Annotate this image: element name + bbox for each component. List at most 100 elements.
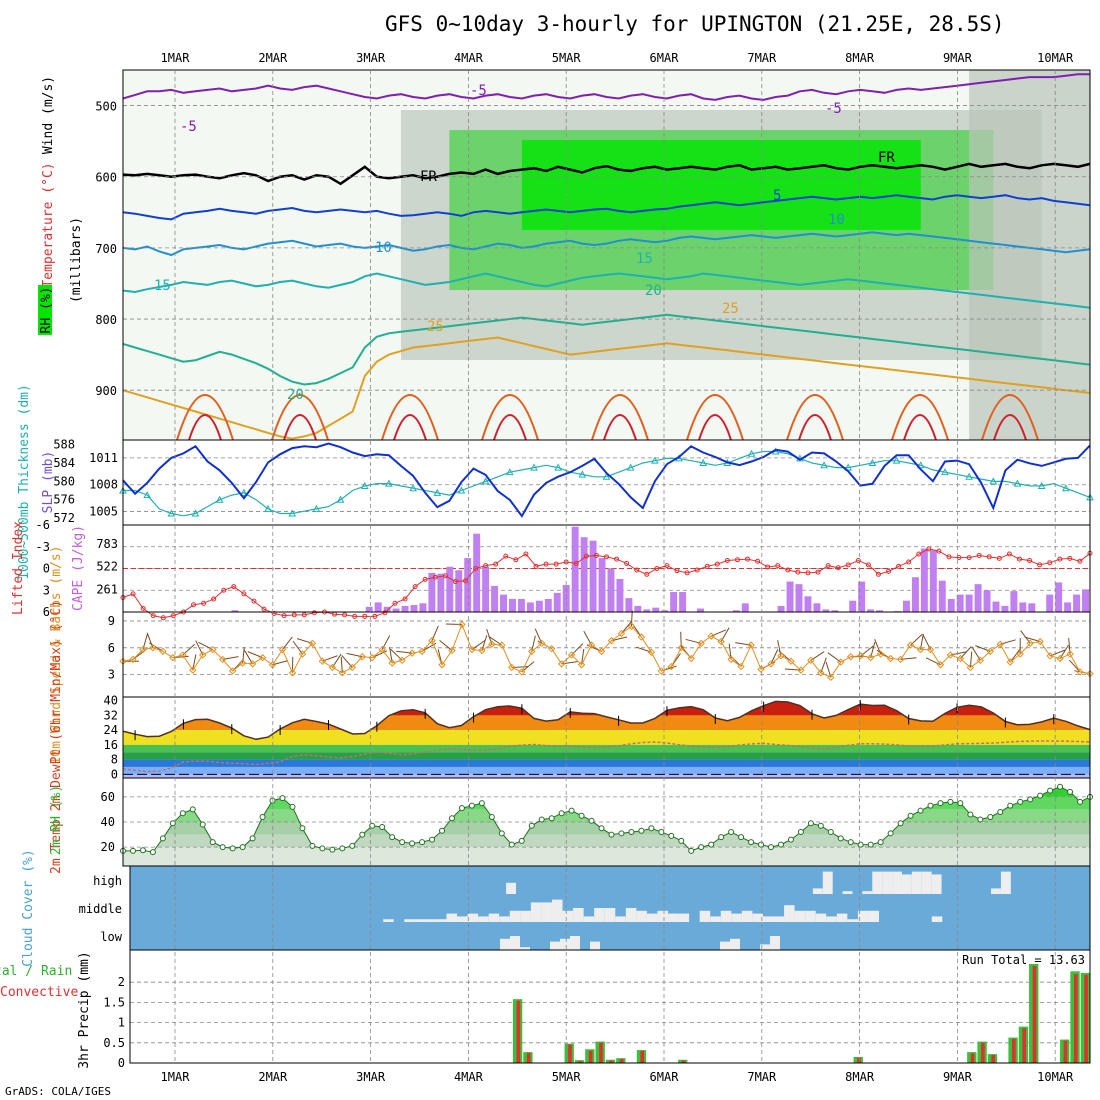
wind-barb — [860, 645, 874, 657]
date-label-top: 6MAR — [650, 51, 680, 65]
contour-temp-30-2 — [381, 394, 439, 441]
pressure-axis-label: (millibars) — [69, 217, 84, 303]
rh-point — [907, 812, 914, 819]
cloud-level-high: high — [93, 874, 122, 888]
precip-convective-bar — [1032, 966, 1037, 1063]
wind-speed-point — [288, 669, 297, 677]
li-tick--6: -6 — [36, 518, 50, 532]
rh-point — [528, 822, 535, 829]
lifted-index-point — [342, 612, 348, 618]
cloud-middle-cell — [615, 916, 626, 922]
thickness-marker — [916, 461, 925, 469]
wind-speed-point — [787, 657, 795, 665]
precip-convective-bar — [588, 1050, 593, 1063]
lifted-index-point — [1006, 551, 1012, 557]
wind-speed-point — [338, 669, 347, 677]
contour-label-8: 15 — [636, 251, 653, 267]
rh-point — [767, 844, 774, 851]
date-label-top: 8MAR — [845, 51, 875, 65]
rh-point — [169, 820, 176, 827]
cloud-axis-label: Cloud Cover (%) — [21, 849, 36, 966]
rh-point — [1077, 798, 1084, 805]
cape-bar — [231, 610, 239, 612]
cape-bar — [679, 591, 687, 612]
wind-speed-point — [1066, 650, 1074, 658]
lifted-index-point — [865, 562, 871, 568]
rh-point — [129, 847, 136, 854]
date-label-bottom: 2MAR — [258, 1070, 288, 1084]
pressure-tick-900: 900 — [95, 384, 117, 398]
thickness-line — [123, 450, 1091, 517]
rh-tick-60: 60 — [101, 790, 115, 804]
rh-point — [419, 839, 426, 846]
date-label-top: 3MAR — [356, 51, 386, 65]
lifted-index-point — [604, 554, 609, 560]
rh-point — [478, 800, 485, 807]
wind-speed-point — [996, 640, 1004, 648]
wind-speed-point — [298, 650, 307, 658]
lifted-index-point — [352, 613, 358, 619]
cape-bar — [849, 600, 857, 612]
cloud-middle-cell — [857, 910, 869, 922]
thickness-tick-576: 576 — [53, 493, 75, 507]
cloud-middle-cell — [720, 910, 732, 922]
dewpoint-line — [122, 740, 1091, 773]
wind-barb — [390, 648, 403, 661]
wind-speed-point — [567, 651, 576, 659]
cape-bar — [553, 592, 561, 612]
wind-speed-point — [199, 651, 207, 659]
lifted-index-point — [795, 569, 801, 575]
precip-convective-bar — [599, 1042, 603, 1063]
wind-speed-point — [478, 646, 486, 655]
cape-bar — [535, 600, 543, 612]
precip-axis-label: 3hr Precip (mm) — [77, 951, 92, 1068]
rh-point — [558, 810, 565, 817]
rh-point — [837, 835, 844, 842]
rh-band-3 — [123, 822, 1090, 835]
precip-convective-bar — [1012, 1038, 1016, 1063]
li-tick--3: -3 — [36, 540, 50, 554]
cloud-low-cell — [770, 936, 780, 950]
wind-barb — [571, 643, 584, 656]
cape-bar — [732, 610, 740, 612]
precip-tick-1.5: 1.5 — [103, 995, 125, 1009]
wind-speed-point — [508, 663, 516, 672]
lifted-index-point — [825, 563, 831, 569]
lifted-index-point — [231, 584, 237, 590]
lifted-index-point — [745, 556, 751, 562]
date-label-top: 1MAR — [161, 51, 191, 65]
wind-speed-point — [169, 653, 177, 662]
thickness-marker — [312, 504, 321, 512]
contour-label-11: 20 — [287, 387, 304, 403]
cloud-middle-cell — [657, 910, 669, 922]
cape-bar — [625, 598, 633, 612]
contour-label-12: 25 — [427, 319, 444, 335]
wind-speed-point — [179, 651, 187, 659]
rh-point — [977, 816, 984, 823]
wind-speed-point — [866, 653, 875, 662]
slp-line — [122, 442, 1091, 518]
rh-point — [947, 798, 954, 805]
date-label-top: 7MAR — [747, 51, 777, 65]
cape-bar — [1001, 605, 1009, 612]
lifted-index-point — [170, 613, 176, 619]
lifted-index-line — [122, 548, 1091, 619]
temp-band-3 — [123, 744, 1090, 753]
thickness-marker — [336, 495, 345, 503]
cloud-middle-cell — [815, 913, 827, 922]
cape-bar — [482, 566, 490, 612]
wind-speed-point — [607, 636, 616, 645]
rh-point — [568, 807, 575, 814]
rh-point — [867, 841, 874, 848]
lifted-index-point — [241, 591, 247, 597]
rh-point — [409, 840, 416, 847]
rh-point — [309, 842, 316, 849]
cloud-middle-cell — [541, 902, 552, 922]
lifted-index-point — [805, 570, 811, 576]
lifted-index-point — [523, 551, 529, 557]
cape-bar — [428, 572, 436, 612]
wind-barb — [910, 633, 923, 646]
date-label-bottom: 6MAR — [650, 1070, 680, 1084]
date-label-bottom: 5MAR — [552, 1070, 582, 1084]
lifted-index-point — [412, 584, 418, 590]
